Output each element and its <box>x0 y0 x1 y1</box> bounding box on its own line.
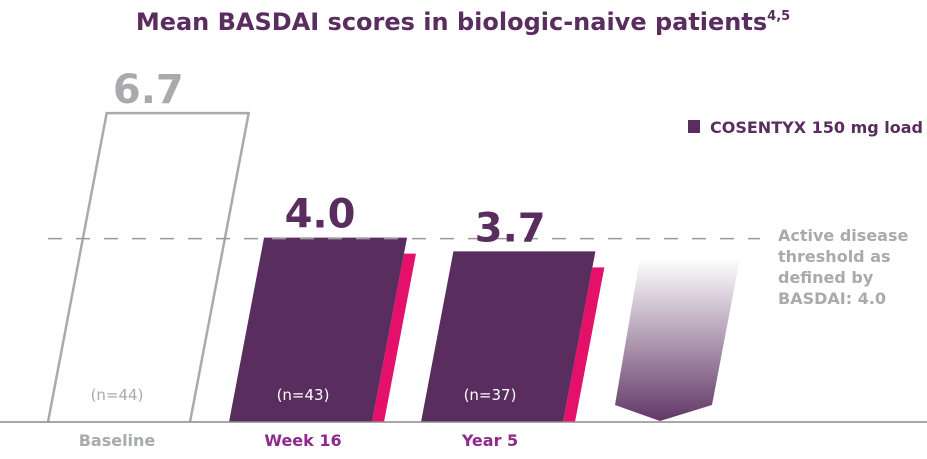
bar-side-accent <box>563 267 605 422</box>
value-label: 3.7 <box>475 205 546 251</box>
bar-side-accent <box>372 253 416 422</box>
bar-baseline <box>46 111 251 423</box>
category-label: Week 16 <box>264 431 341 450</box>
threshold-label: Active disease threshold as defined by B… <box>778 226 914 308</box>
downward-trend-arrow <box>615 258 740 421</box>
legend: COSENTYX 150 mg load <box>688 118 923 137</box>
value-label: 4.0 <box>285 192 356 238</box>
category-label: Baseline <box>79 431 156 450</box>
n-label: (n=43) <box>277 386 330 404</box>
bar-week-16 <box>229 237 408 422</box>
n-label: (n=44) <box>91 386 144 404</box>
n-label: (n=37) <box>464 386 517 404</box>
legend-swatch <box>688 120 700 133</box>
category-label: Year 5 <box>461 431 518 450</box>
bar-year-5 <box>421 251 596 422</box>
chart-title: Mean BASDAI scores in biologic-naive pat… <box>136 8 790 36</box>
legend-label: COSENTYX 150 mg load <box>710 118 923 137</box>
value-label: 6.7 <box>113 67 184 113</box>
